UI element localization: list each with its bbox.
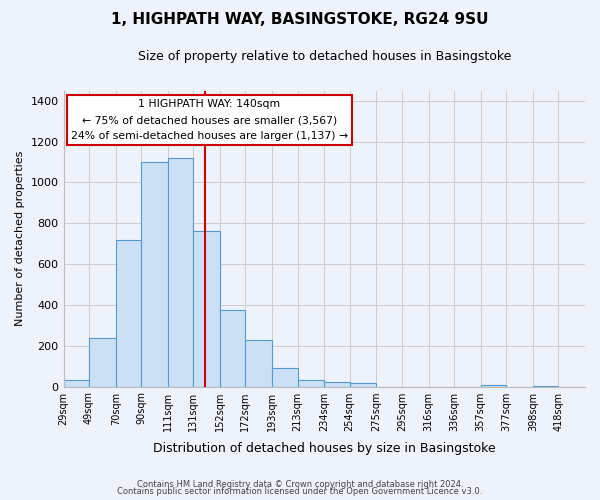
X-axis label: Distribution of detached houses by size in Basingstoke: Distribution of detached houses by size …	[153, 442, 496, 455]
Bar	[245, 340, 272, 386]
Text: Contains HM Land Registry data © Crown copyright and database right 2024.: Contains HM Land Registry data © Crown c…	[137, 480, 463, 489]
Text: Contains public sector information licensed under the Open Government Licence v3: Contains public sector information licen…	[118, 487, 482, 496]
Bar	[64, 380, 89, 386]
Bar	[350, 384, 376, 386]
Bar	[324, 382, 350, 386]
Bar	[298, 380, 324, 386]
Text: 1, HIGHPATH WAY, BASINGSTOKE, RG24 9SU: 1, HIGHPATH WAY, BASINGSTOKE, RG24 9SU	[111, 12, 489, 28]
Y-axis label: Number of detached properties: Number of detached properties	[15, 151, 25, 326]
Bar	[481, 385, 506, 386]
Bar	[168, 158, 193, 386]
Bar	[220, 310, 245, 386]
Bar	[272, 368, 298, 386]
Bar	[193, 232, 220, 386]
Bar	[89, 338, 116, 386]
Bar	[116, 240, 141, 386]
Bar	[141, 162, 168, 386]
Text: 1 HIGHPATH WAY: 140sqm
← 75% of detached houses are smaller (3,567)
24% of semi-: 1 HIGHPATH WAY: 140sqm ← 75% of detached…	[71, 100, 348, 140]
Title: Size of property relative to detached houses in Basingstoke: Size of property relative to detached ho…	[137, 50, 511, 63]
